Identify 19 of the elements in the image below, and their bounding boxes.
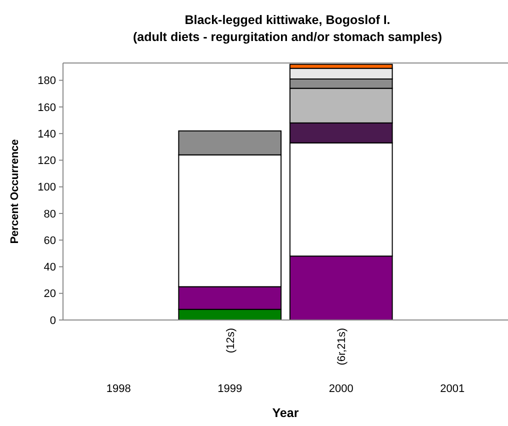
y-tick-label: 140 [38, 128, 56, 140]
x-tick-label: 2000 [328, 383, 354, 395]
y-tick-label: 100 [38, 182, 56, 194]
y-tick-label: 180 [38, 75, 56, 88]
y-tick-label: 20 [44, 288, 56, 300]
x-tick-label: 1998 [106, 383, 131, 395]
y-tick-label: 40 [44, 262, 56, 274]
text: (6r,21s) [336, 328, 348, 366]
y-tick-label: 80 [44, 208, 56, 220]
y-tick-label: 160 [38, 102, 56, 114]
text: (12s) [224, 328, 237, 354]
x-tick-label: 1999 [218, 383, 242, 395]
x-axis-title: Year [272, 406, 299, 420]
y-tick-label: 120 [38, 155, 56, 168]
y-tick-label: 60 [44, 234, 56, 247]
x-tick-label: 2001 [440, 383, 465, 395]
y-axis-title: Percent Occurrence [9, 139, 21, 244]
y-tick-label: 0 [50, 314, 56, 327]
chart-title: Black-legged kittiwake, Bogoslof I. (adult diets - regurgitation and/or stomach samples) [132, 13, 442, 44]
